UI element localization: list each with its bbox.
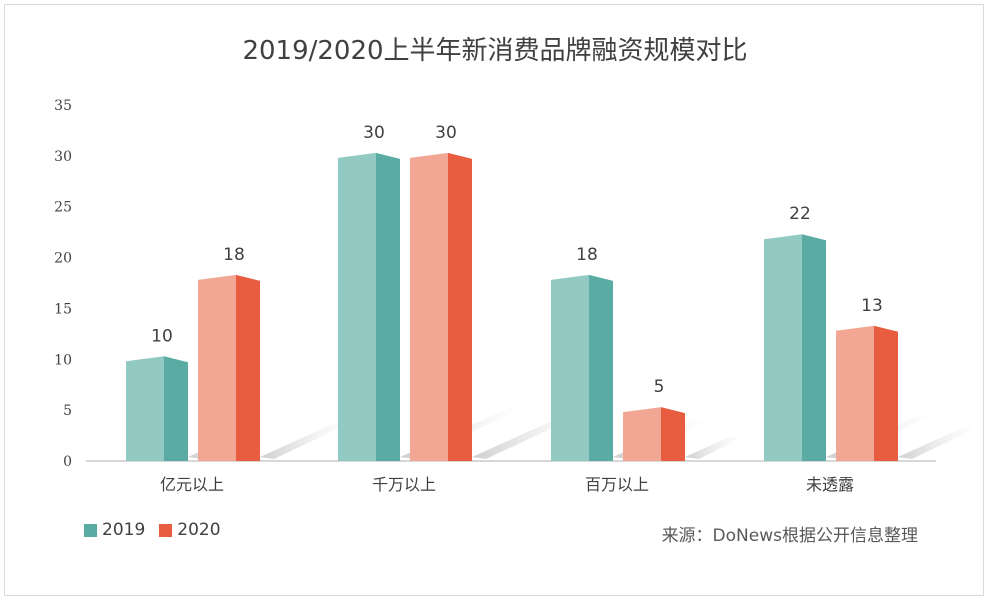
bar-2020-千万以上-front <box>410 152 448 461</box>
bar-2019-百万以上-side <box>589 274 613 461</box>
x-category-label: 百万以上 <box>585 475 649 494</box>
bar-2020-未透露-side <box>874 325 898 461</box>
data-label: 13 <box>861 296 883 316</box>
bar-2020-未透露-front <box>836 325 874 461</box>
bar-2020-百万以上-side <box>661 407 685 461</box>
bar-2019-千万以上-front <box>338 152 376 461</box>
bar-2020-千万以上-side <box>448 152 472 461</box>
bar-2019-百万以上-front <box>551 274 589 461</box>
data-label: 18 <box>576 245 598 265</box>
bar-shadow <box>898 426 980 459</box>
y-tick-label: 5 <box>63 403 72 419</box>
x-category-label: 千万以上 <box>372 475 436 494</box>
y-tick-label: 30 <box>54 149 72 165</box>
y-tick-label: 0 <box>63 454 72 470</box>
legend-item-2019: 2019 <box>84 520 145 540</box>
data-label: 30 <box>363 123 385 143</box>
legend-swatch-2019 <box>84 523 97 537</box>
x-category-label: 未透露 <box>806 475 854 494</box>
y-tick-label: 25 <box>54 200 72 216</box>
bar-2020-亿元以上-front <box>198 274 236 461</box>
legend-swatch-2020 <box>159 523 173 537</box>
y-tick-label: 20 <box>54 251 72 267</box>
chart-title: 2019/2020上半年新消费品牌融资规模对比 <box>242 36 748 66</box>
data-label: 30 <box>435 123 457 143</box>
source-note: 来源：DoNews根据公开信息整理 <box>661 526 918 546</box>
bar-2019-未透露-side <box>802 234 826 461</box>
bar-2019-亿元以上-side <box>164 356 188 461</box>
bar-2019-未透露-front <box>764 234 802 461</box>
legend-label-2019: 2019 <box>102 520 146 540</box>
y-tick-label: 10 <box>54 352 72 368</box>
bar-2020-亿元以上-side <box>236 274 260 461</box>
data-label: 22 <box>789 204 811 224</box>
bar-2019-千万以上-side <box>376 152 400 461</box>
bar-2020-百万以上-front <box>623 407 661 461</box>
legend-label-2020: 2020 <box>177 520 221 540</box>
data-label: 10 <box>151 326 173 346</box>
legend: 2019 2020 <box>84 520 235 540</box>
bar-shadow <box>260 420 356 459</box>
data-label: 18 <box>223 245 245 265</box>
y-tick-label: 35 <box>54 98 72 114</box>
x-category-label: 亿元以上 <box>160 475 224 494</box>
bar-2019-亿元以上-front <box>126 356 164 461</box>
y-tick-label: 15 <box>54 301 72 317</box>
data-label: 5 <box>654 377 665 397</box>
bar-shadow <box>685 437 744 459</box>
legend-item-2020: 2020 <box>159 520 221 540</box>
